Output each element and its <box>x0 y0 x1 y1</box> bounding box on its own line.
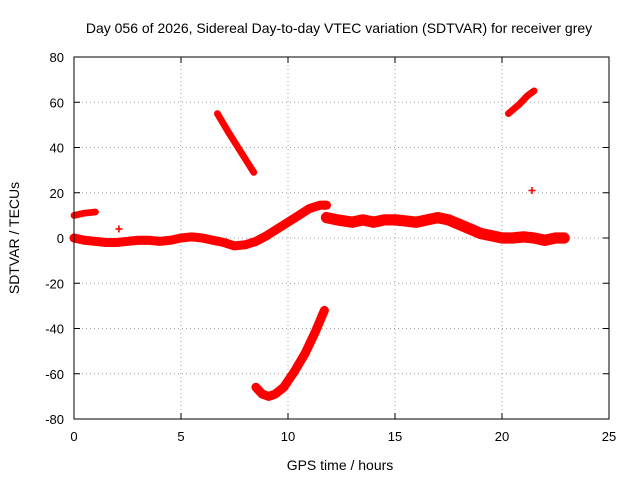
x-tick-label: 5 <box>177 429 184 444</box>
x-tick-label: 20 <box>495 429 509 444</box>
y-tick-label: 40 <box>50 141 64 156</box>
series-early-offset <box>70 208 99 219</box>
series-baseline-b <box>320 211 570 246</box>
y-tick-label: 20 <box>50 186 64 201</box>
series-pass-descending <box>214 110 258 176</box>
axis-ticks: 0 5 10 15 20 25 -80 -60 -40 -20 0 20 40 60 80 <box>45 50 616 444</box>
plot-area <box>69 87 570 401</box>
y-tick-label: -60 <box>45 367 64 382</box>
series-pass-negative <box>251 305 329 401</box>
y-tick-label: 60 <box>50 95 64 110</box>
x-tick-label: 25 <box>602 429 616 444</box>
series-pass-late <box>505 87 538 117</box>
y-tick-label: 80 <box>50 50 64 65</box>
y-axis-label: SDTVAR / TECUs <box>6 182 22 294</box>
plot-frame <box>73 56 610 420</box>
data-point-marker <box>115 225 123 233</box>
chart-title: Day 056 of 2026, Sidereal Day-to-day VTE… <box>86 20 592 36</box>
data-point-marker <box>528 186 536 194</box>
x-tick-label: 10 <box>281 429 295 444</box>
y-tick-label: -80 <box>45 412 64 427</box>
series-baseline-a <box>69 200 332 251</box>
x-tick-label: 15 <box>388 429 402 444</box>
x-tick-label: 0 <box>70 429 77 444</box>
y-tick-label: -40 <box>45 322 64 337</box>
x-axis-label: GPS time / hours <box>287 457 394 473</box>
y-tick-label: 0 <box>57 231 64 246</box>
y-tick-label: -20 <box>45 276 64 291</box>
